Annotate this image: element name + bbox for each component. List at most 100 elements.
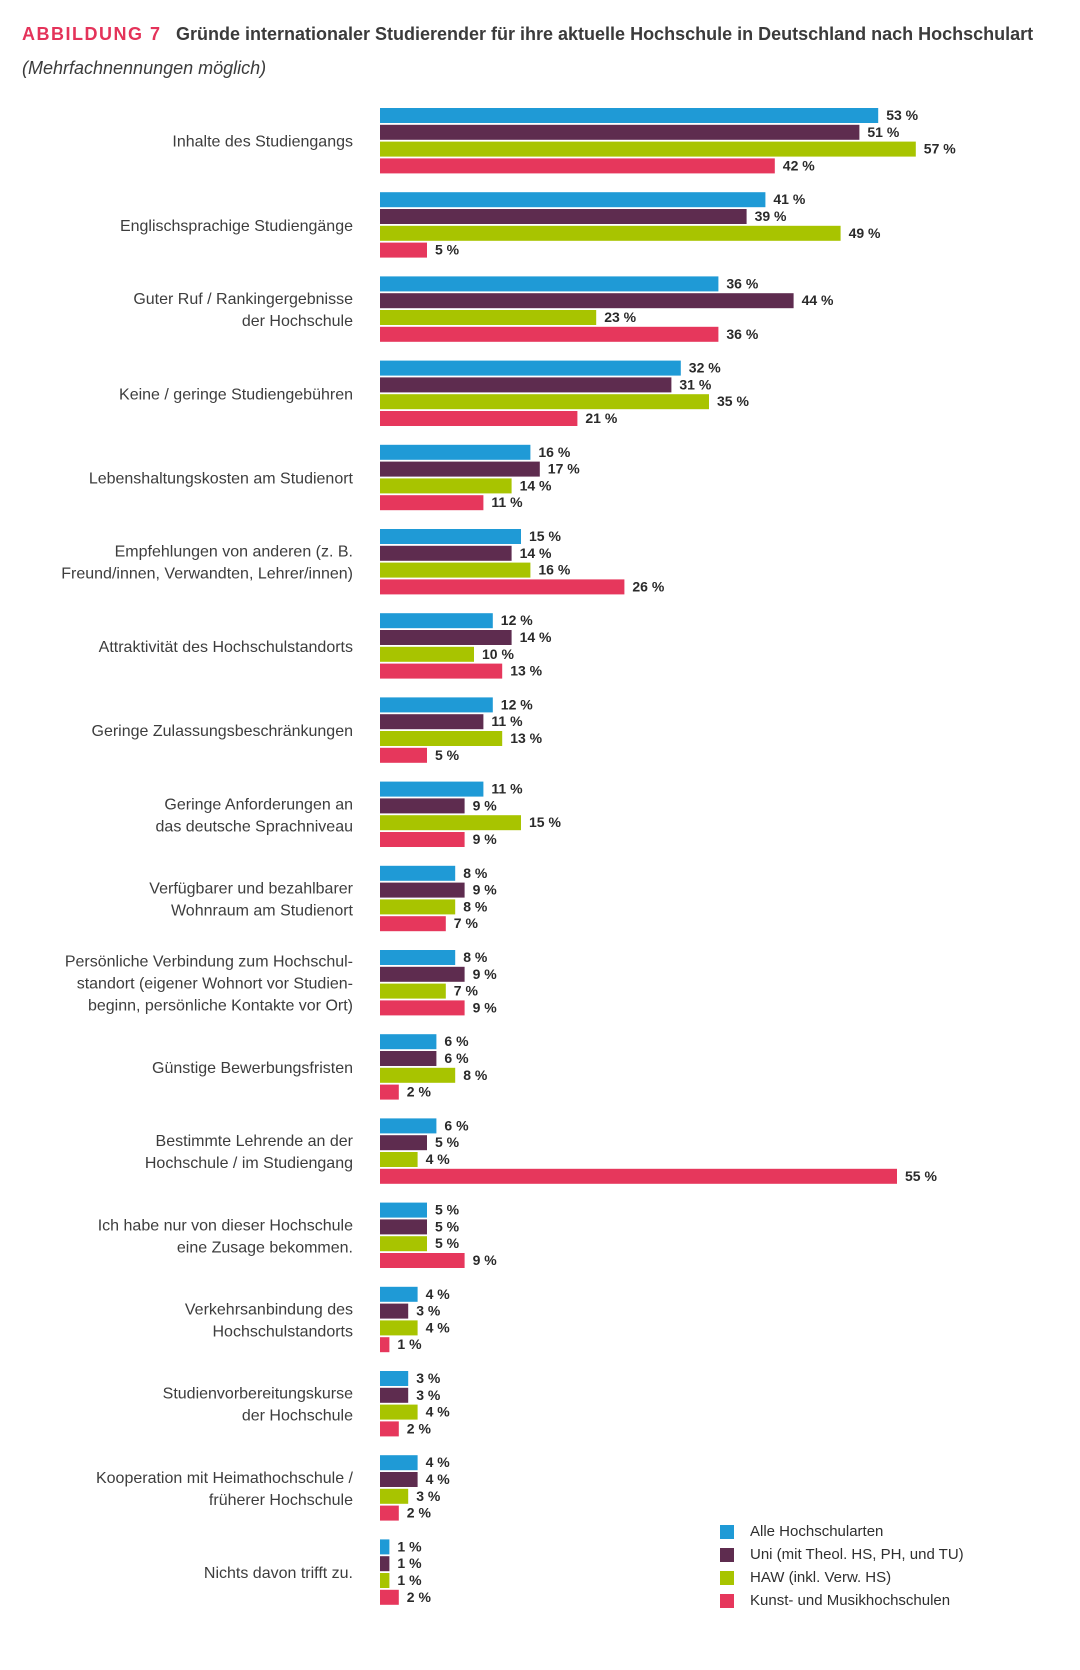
value-label-uni-2: 44 % <box>802 292 834 308</box>
value-label-uni-5: 14 % <box>520 545 552 561</box>
value-label-haw-12: 4 % <box>426 1151 451 1167</box>
value-label-uni-16: 4 % <box>426 1471 451 1487</box>
value-label-haw-5: 16 % <box>538 562 570 578</box>
value-label-alle-1: 41 % <box>773 191 805 207</box>
bar-uni-14 <box>380 1303 409 1319</box>
bar-alle-7 <box>380 697 493 713</box>
figure-label: ABBILDUNG 7 <box>22 24 162 44</box>
bar-kunst-1 <box>380 242 427 258</box>
category-label-line: Guter Ruf / Rankingergebnisse <box>133 291 353 308</box>
category-label-line: Verfügbarer und bezahlbarer <box>149 881 353 898</box>
category-label-line: Attraktivität des Hochschulstandorts <box>99 639 353 656</box>
value-label-kunst-1: 5 % <box>435 242 460 258</box>
bar-uni-0 <box>380 124 860 140</box>
value-label-haw-14: 4 % <box>426 1319 451 1335</box>
bar-kunst-11 <box>380 1084 399 1100</box>
value-label-alle-13: 5 % <box>435 1202 460 1218</box>
value-label-alle-11: 6 % <box>444 1033 469 1049</box>
legend-label-haw: HAW (inkl. Verw. HS) <box>750 1569 892 1586</box>
bar-uni-10 <box>380 966 465 982</box>
figure-subtitle: (Mehrfachnennungen möglich) <box>22 58 267 78</box>
bar-haw-17 <box>380 1573 390 1588</box>
category-label-11: Günstige Bewerbungsfristen <box>152 1060 353 1077</box>
value-label-kunst-9: 7 % <box>454 915 479 931</box>
category-label-5: Empfehlungen von anderen (z. B. Freund/in… <box>61 544 353 583</box>
category-label-line: Englischsprachige Studiengänge <box>120 218 353 235</box>
bar-haw-14 <box>380 1320 418 1336</box>
category-label-0: Inhalte des Studiengangs <box>172 134 353 151</box>
bar-alle-17 <box>380 1539 390 1555</box>
value-label-uni-11: 6 % <box>444 1050 469 1066</box>
bar-kunst-17 <box>380 1589 399 1605</box>
value-label-haw-10: 7 % <box>454 983 479 999</box>
bar-haw-4 <box>380 478 512 494</box>
bar-haw-1 <box>380 225 841 241</box>
value-label-alle-6: 12 % <box>501 612 533 628</box>
bar-kunst-9 <box>380 916 446 932</box>
value-label-kunst-0: 42 % <box>783 157 815 173</box>
bar-kunst-6 <box>380 663 503 679</box>
category-label-line: Geringe Zulassungsbeschränkungen <box>92 723 354 740</box>
bar-haw-0 <box>380 141 916 157</box>
value-label-uni-1: 39 % <box>755 208 787 224</box>
value-label-kunst-15: 2 % <box>407 1420 432 1436</box>
bar-haw-10 <box>380 983 446 999</box>
value-label-alle-9: 8 % <box>463 865 488 881</box>
bar-haw-13 <box>380 1236 427 1252</box>
category-label-line: das deutsche Sprachniveau <box>156 818 353 835</box>
category-label-8: Geringe Anforderungen an das deutsche Spr… <box>156 796 353 835</box>
value-label-haw-7: 13 % <box>510 730 542 746</box>
category-label-line: Studienvorbereitungskurse <box>163 1386 353 1403</box>
bar-alle-8 <box>380 781 484 797</box>
bar-haw-11 <box>380 1067 456 1083</box>
value-label-kunst-6: 13 % <box>510 663 542 679</box>
category-label-1: Englischsprachige Studiengänge <box>120 218 353 235</box>
bar-kunst-14 <box>380 1337 390 1353</box>
value-label-alle-10: 8 % <box>463 949 488 965</box>
value-label-uni-7: 11 % <box>491 713 523 729</box>
bar-alle-1 <box>380 192 766 208</box>
bar-alle-12 <box>380 1118 437 1134</box>
legend-label-alle: Alle Hochschularten <box>750 1523 884 1540</box>
bar-uni-3 <box>380 377 672 393</box>
category-label-line: standort (eigener Wohnort vor Studien- <box>77 976 353 993</box>
value-label-haw-6: 10 % <box>482 646 514 662</box>
bar-alle-11 <box>380 1034 437 1050</box>
bar-kunst-13 <box>380 1253 465 1268</box>
category-label-line: Lebenshaltungskosten am Studienort <box>89 471 354 488</box>
category-label-line: Wohnraum am Studienort <box>171 903 354 920</box>
bar-uni-5 <box>380 545 512 561</box>
value-label-kunst-7: 5 % <box>435 747 460 763</box>
bar-kunst-5 <box>380 579 625 595</box>
value-label-alle-4: 16 % <box>538 444 570 460</box>
bar-alle-10 <box>380 950 456 965</box>
bar-kunst-10 <box>380 1000 465 1016</box>
legend-label-uni: Uni (mit Theol. HS, PH, und TU) <box>750 1546 964 1563</box>
figure-header: ABBILDUNG 7 Gründe internationaler Studi… <box>22 18 1062 86</box>
category-label-line: eine Zusage bekommen. <box>177 1239 353 1256</box>
legend-item-alle: Alle Hochschularten <box>720 1520 964 1543</box>
value-label-uni-0: 51 % <box>867 124 899 140</box>
legend-swatch-alle <box>720 1524 734 1539</box>
value-label-kunst-13: 9 % <box>473 1252 498 1268</box>
category-label-line: Hochschulstandorts <box>212 1324 353 1341</box>
bar-uni-6 <box>380 630 512 645</box>
bar-haw-6 <box>380 646 474 662</box>
category-label-15: Studienvorbereitungskurse der Hochschule <box>163 1386 353 1425</box>
value-label-kunst-11: 2 % <box>407 1084 432 1100</box>
bar-uni-1 <box>380 209 747 224</box>
value-label-uni-3: 31 % <box>679 376 711 392</box>
value-label-haw-1: 49 % <box>849 225 881 241</box>
bar-uni-15 <box>380 1387 409 1403</box>
value-label-uni-6: 14 % <box>520 629 552 645</box>
category-label-line: Inhalte des Studiengangs <box>172 134 353 151</box>
legend-label-kunst: Kunst- und Musikhochschulen <box>750 1592 951 1609</box>
bar-uni-17 <box>380 1556 390 1572</box>
bar-alle-6 <box>380 613 493 629</box>
bar-alle-13 <box>380 1202 427 1218</box>
value-label-uni-15: 3 % <box>416 1387 441 1403</box>
value-label-alle-0: 53 % <box>886 107 918 123</box>
value-label-haw-9: 8 % <box>463 898 488 914</box>
value-label-uni-8: 9 % <box>473 797 498 813</box>
